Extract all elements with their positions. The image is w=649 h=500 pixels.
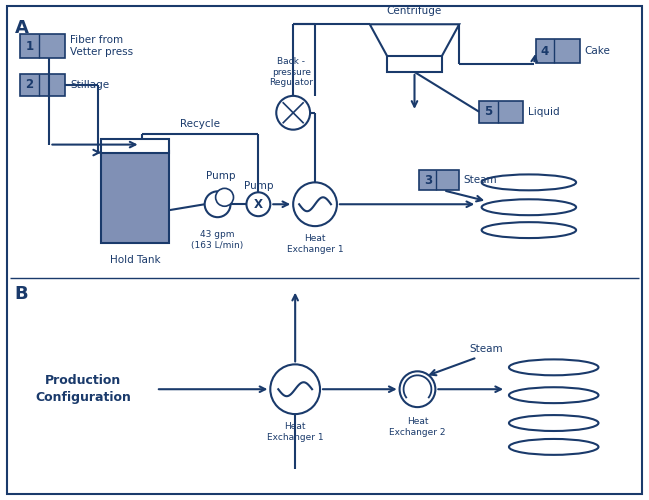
Text: 4: 4 — [541, 44, 549, 58]
Bar — [19, 74, 66, 96]
Text: 43 gpm
(163 L/min): 43 gpm (163 L/min) — [191, 230, 244, 250]
Bar — [19, 34, 66, 58]
Text: 3: 3 — [424, 174, 432, 187]
Ellipse shape — [482, 174, 576, 190]
Bar — [101, 138, 169, 152]
Text: Back -
pressure
Regulator: Back - pressure Regulator — [269, 57, 313, 87]
Polygon shape — [370, 24, 459, 56]
Ellipse shape — [482, 222, 576, 238]
Text: Heat
Exchanger 2: Heat Exchanger 2 — [389, 417, 446, 437]
Circle shape — [204, 192, 230, 217]
Text: Pump: Pump — [206, 172, 236, 181]
Bar — [479, 101, 523, 122]
Ellipse shape — [509, 415, 598, 431]
Text: 2: 2 — [25, 78, 33, 92]
Ellipse shape — [509, 360, 598, 376]
Text: Heat
Exchanger 1: Heat Exchanger 1 — [287, 234, 343, 254]
Circle shape — [276, 96, 310, 130]
Text: Heat
Exchanger 1: Heat Exchanger 1 — [267, 422, 323, 442]
Text: B: B — [15, 285, 29, 303]
Text: Pump: Pump — [243, 182, 273, 192]
Text: Cake: Cake — [585, 46, 611, 56]
Text: 5: 5 — [484, 106, 493, 118]
Ellipse shape — [482, 200, 576, 215]
Text: Hold Tank: Hold Tank — [110, 255, 160, 265]
Text: Liquid: Liquid — [528, 107, 559, 117]
Circle shape — [293, 182, 337, 226]
Text: 1: 1 — [25, 40, 33, 52]
Text: X: X — [254, 198, 263, 211]
Bar — [536, 39, 580, 63]
Text: Recycle: Recycle — [180, 118, 220, 128]
Text: Stillage: Stillage — [71, 80, 110, 90]
Text: A: A — [15, 20, 29, 38]
Ellipse shape — [509, 439, 598, 455]
Circle shape — [247, 192, 270, 216]
Text: Steam: Steam — [469, 344, 503, 354]
Circle shape — [400, 372, 435, 407]
Circle shape — [270, 364, 320, 414]
Text: Steam: Steam — [463, 176, 497, 186]
Text: Centrifuge: Centrifuge — [387, 6, 442, 16]
Circle shape — [215, 188, 234, 206]
Bar — [387, 56, 442, 72]
Text: Production
Configuration: Production Configuration — [36, 374, 131, 404]
Ellipse shape — [509, 387, 598, 403]
Text: Fiber from
Vetter press: Fiber from Vetter press — [71, 35, 134, 58]
Bar — [101, 150, 169, 243]
Bar — [419, 170, 459, 190]
